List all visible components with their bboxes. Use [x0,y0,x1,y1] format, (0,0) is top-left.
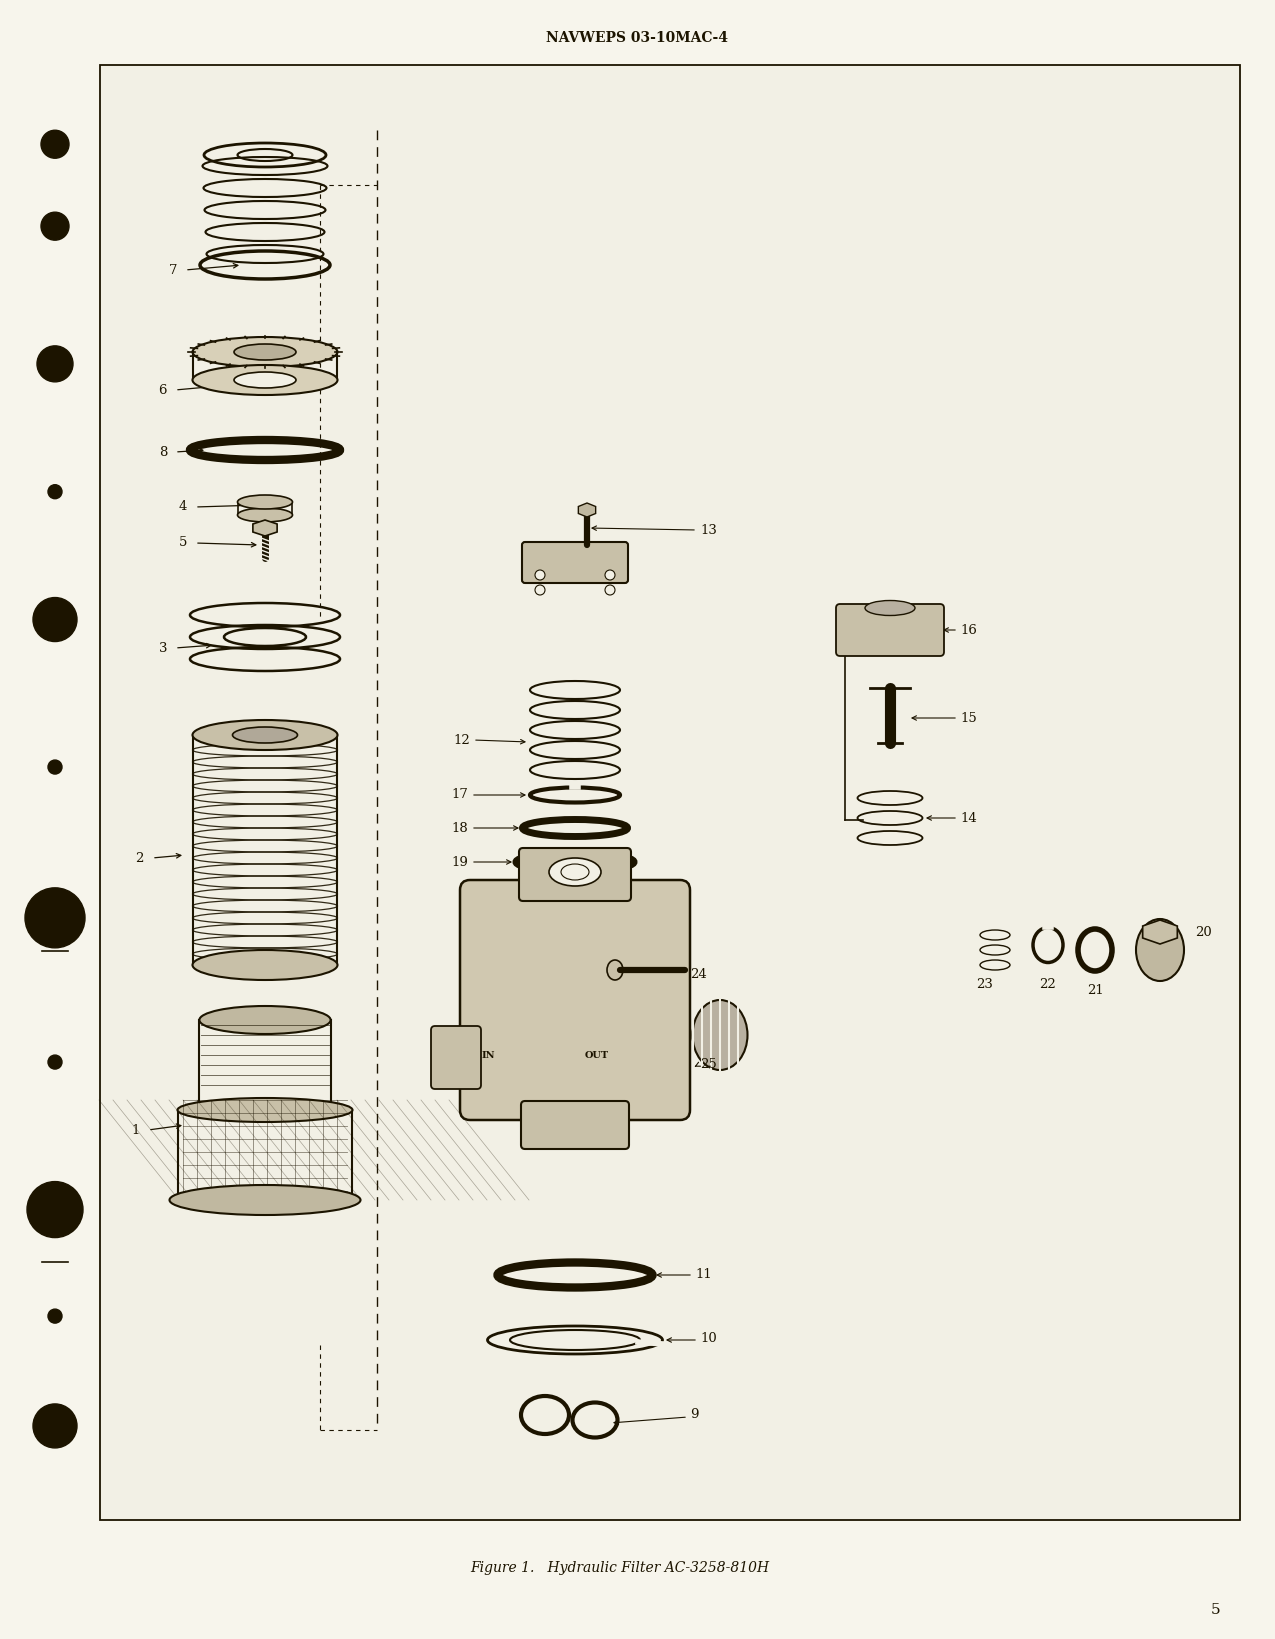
Ellipse shape [232,728,297,742]
FancyBboxPatch shape [521,1101,629,1149]
Circle shape [33,1405,76,1447]
FancyBboxPatch shape [836,605,944,656]
Circle shape [48,1310,62,1323]
Ellipse shape [1136,919,1184,982]
Ellipse shape [170,1185,361,1214]
Circle shape [48,760,62,774]
Bar [99,66,1241,1519]
Ellipse shape [235,344,296,361]
Polygon shape [252,520,277,536]
Text: 5: 5 [1210,1603,1220,1618]
Text: 4: 4 [179,500,187,513]
Text: 24: 24 [690,969,706,982]
FancyBboxPatch shape [460,880,690,1119]
Text: OUT: OUT [585,1051,609,1059]
Ellipse shape [692,1000,747,1070]
Ellipse shape [193,338,338,367]
Circle shape [41,129,69,159]
Text: 13: 13 [700,523,717,536]
Text: 15: 15 [960,711,977,724]
Text: 7: 7 [168,264,177,277]
Ellipse shape [193,720,338,751]
Text: 2: 2 [135,852,144,864]
Text: 22: 22 [1039,978,1057,992]
Text: Figure 1.   Hydraulic Filter AC-3258-810H: Figure 1. Hydraulic Filter AC-3258-810H [470,1560,770,1575]
Text: 8: 8 [158,446,167,459]
Text: 9: 9 [690,1408,699,1421]
Circle shape [536,570,544,580]
Text: 17: 17 [451,788,468,801]
Circle shape [48,485,62,498]
Ellipse shape [561,864,589,880]
Ellipse shape [193,951,338,980]
Circle shape [606,585,615,595]
Text: 5: 5 [179,536,187,549]
Text: 25: 25 [700,1059,717,1072]
Text: 23: 23 [977,978,993,992]
Ellipse shape [237,508,292,521]
Text: IN: IN [482,1051,496,1059]
Ellipse shape [864,600,915,616]
Circle shape [606,570,615,580]
Text: 6: 6 [158,384,167,397]
Ellipse shape [193,365,338,395]
Ellipse shape [177,1098,352,1123]
Text: 20: 20 [1195,926,1211,939]
Polygon shape [1142,919,1177,944]
Text: 14: 14 [960,811,977,824]
Text: NAVWEPS 03-10MAC-4: NAVWEPS 03-10MAC-4 [546,31,728,44]
Polygon shape [579,503,595,516]
Text: 21: 21 [1086,983,1103,997]
Circle shape [41,211,69,241]
Circle shape [27,1182,83,1237]
Text: 3: 3 [158,641,167,654]
Text: 19: 19 [451,856,468,869]
Circle shape [37,346,73,382]
Circle shape [26,888,85,947]
Ellipse shape [235,372,296,388]
Circle shape [536,585,544,595]
Circle shape [33,598,76,641]
Circle shape [48,1056,62,1069]
FancyBboxPatch shape [431,1026,481,1088]
FancyBboxPatch shape [521,543,629,583]
Text: 18: 18 [451,821,468,834]
Text: 11: 11 [695,1269,711,1282]
Text: 16: 16 [960,623,977,636]
FancyBboxPatch shape [519,847,631,901]
Ellipse shape [607,960,623,980]
Ellipse shape [237,495,292,510]
Ellipse shape [550,857,601,887]
Ellipse shape [199,1006,330,1034]
Text: 10: 10 [700,1331,717,1344]
Text: 12: 12 [453,734,470,746]
Text: 1: 1 [131,1123,140,1136]
